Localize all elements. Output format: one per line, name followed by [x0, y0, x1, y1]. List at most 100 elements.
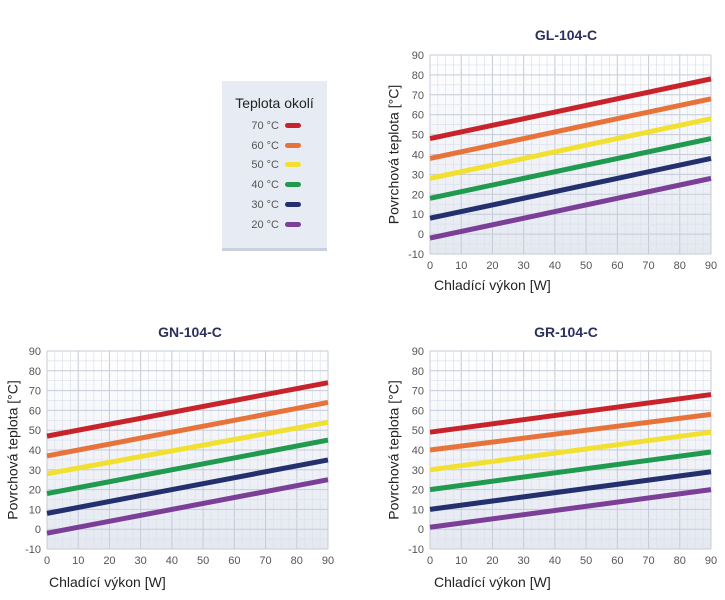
x-tick-label: 10	[72, 555, 84, 567]
x-axis-label: Chladící výkon [W]	[434, 574, 551, 590]
legend-item: 20 °C	[222, 217, 327, 233]
y-tick-label: 50	[412, 130, 424, 142]
series-line-40	[46, 437, 329, 497]
y-tick-label: 90	[412, 346, 424, 358]
x-tick-label: 60	[228, 555, 240, 567]
x-tick-label: 50	[197, 555, 209, 567]
y-tick-label: -10	[25, 544, 41, 556]
y-axis-label: Povrchová teplota [°C]	[386, 85, 402, 224]
y-tick-label: 60	[412, 405, 424, 417]
y-tick-label: 40	[412, 445, 424, 457]
x-tick-label: 0	[427, 555, 433, 567]
legend-item: 60 °C	[222, 138, 327, 154]
y-axis-label: Povrchová teplota [°C]	[5, 380, 21, 519]
y-tick-label: 50	[29, 425, 41, 437]
y-tick-label: 20	[412, 485, 424, 497]
legend-item: 50 °C	[222, 157, 327, 173]
legend-item-label: 20 °C	[251, 218, 279, 231]
legend-item-label: 30 °C	[251, 198, 279, 211]
series-line-30	[429, 156, 712, 221]
y-tick-label: 90	[412, 50, 424, 62]
y-tick-label: 40	[29, 445, 41, 457]
series-line-20	[429, 487, 712, 530]
y-tick-label: 80	[412, 366, 424, 378]
legend: Teplota okolí 70 °C 60 °C 50 °C 40 °C 30 °C 2…	[222, 81, 327, 251]
y-tick-label: -10	[408, 544, 424, 556]
x-tick-label: 30	[518, 260, 530, 272]
legend-swatch	[285, 221, 301, 227]
x-tick-label: 70	[642, 555, 654, 567]
y-tick-label: 10	[412, 504, 424, 516]
x-tick-label: 70	[642, 260, 654, 272]
chart-title: GN-104-C	[158, 324, 222, 340]
y-tick-label: 10	[29, 504, 41, 516]
chart-title: GR-104-C	[534, 324, 598, 340]
series-line-40	[429, 136, 712, 201]
y-tick-label: 0	[418, 229, 424, 241]
legend-item: 30 °C	[222, 197, 327, 213]
series-line-40	[429, 449, 712, 493]
y-tick-label: 10	[412, 209, 424, 221]
legend-item-label: 60 °C	[251, 139, 279, 152]
y-tick-label: 70	[412, 386, 424, 398]
legend-item-label: 70 °C	[251, 120, 279, 132]
legend-swatch	[285, 142, 301, 148]
x-tick-label: 10	[455, 260, 467, 272]
series-line-50	[429, 116, 712, 181]
y-tick-label: 30	[412, 169, 424, 181]
y-tick-label: 30	[412, 465, 424, 477]
x-tick-label: 90	[705, 260, 717, 272]
legend-item: 40 °C	[222, 177, 327, 193]
legend-item-label: 40 °C	[251, 179, 279, 192]
y-tick-label: 30	[29, 465, 41, 477]
x-tick-label: 30	[135, 555, 147, 567]
x-tick-label: 40	[549, 555, 561, 567]
x-tick-label: 70	[259, 555, 271, 567]
y-tick-label: 80	[412, 70, 424, 82]
x-tick-label: 0	[427, 260, 433, 272]
series-line-30	[429, 469, 712, 512]
x-tick-label: 20	[103, 555, 115, 567]
x-axis-label: Chladící výkon [W]	[434, 277, 551, 293]
x-tick-label: 10	[455, 555, 467, 567]
y-tick-label: 40	[412, 150, 424, 162]
y-tick-label: 50	[412, 425, 424, 437]
x-axis-label: Chladící výkon [W]	[49, 574, 166, 590]
x-tick-label: 40	[549, 260, 561, 272]
series-line-50	[46, 419, 329, 477]
x-tick-label: 50	[580, 555, 592, 567]
y-tick-label: 70	[412, 90, 424, 102]
y-axis-label: Povrchová teplota [°C]	[386, 380, 402, 519]
x-tick-label: 0	[44, 555, 50, 567]
y-tick-label: -10	[408, 249, 424, 261]
x-tick-label: 80	[674, 555, 686, 567]
series-line-60	[429, 411, 712, 453]
legend-title: Teplota okolí	[235, 95, 314, 111]
x-tick-label: 30	[518, 555, 530, 567]
series-line-50	[429, 429, 712, 473]
x-tick-label: 80	[674, 260, 686, 272]
series-line-20	[46, 477, 329, 536]
x-tick-label: 90	[705, 555, 717, 567]
series-line-70	[429, 76, 712, 142]
series-line-20	[429, 175, 712, 241]
x-tick-label: 60	[611, 555, 623, 567]
y-tick-label: 60	[29, 405, 41, 417]
x-tick-label: 50	[580, 260, 592, 272]
y-tick-label: 80	[29, 366, 41, 378]
series-line-70	[429, 392, 712, 435]
legend-swatch	[285, 201, 301, 207]
y-tick-label: 20	[412, 189, 424, 201]
legend-swatch	[285, 162, 301, 168]
legend-swatch	[285, 123, 301, 128]
y-tick-label: 70	[29, 386, 41, 398]
x-tick-label: 40	[166, 555, 178, 567]
x-tick-label: 80	[291, 555, 303, 567]
y-tick-label: 90	[29, 346, 41, 358]
y-tick-label: 60	[412, 110, 424, 122]
y-tick-label: 0	[35, 524, 41, 536]
